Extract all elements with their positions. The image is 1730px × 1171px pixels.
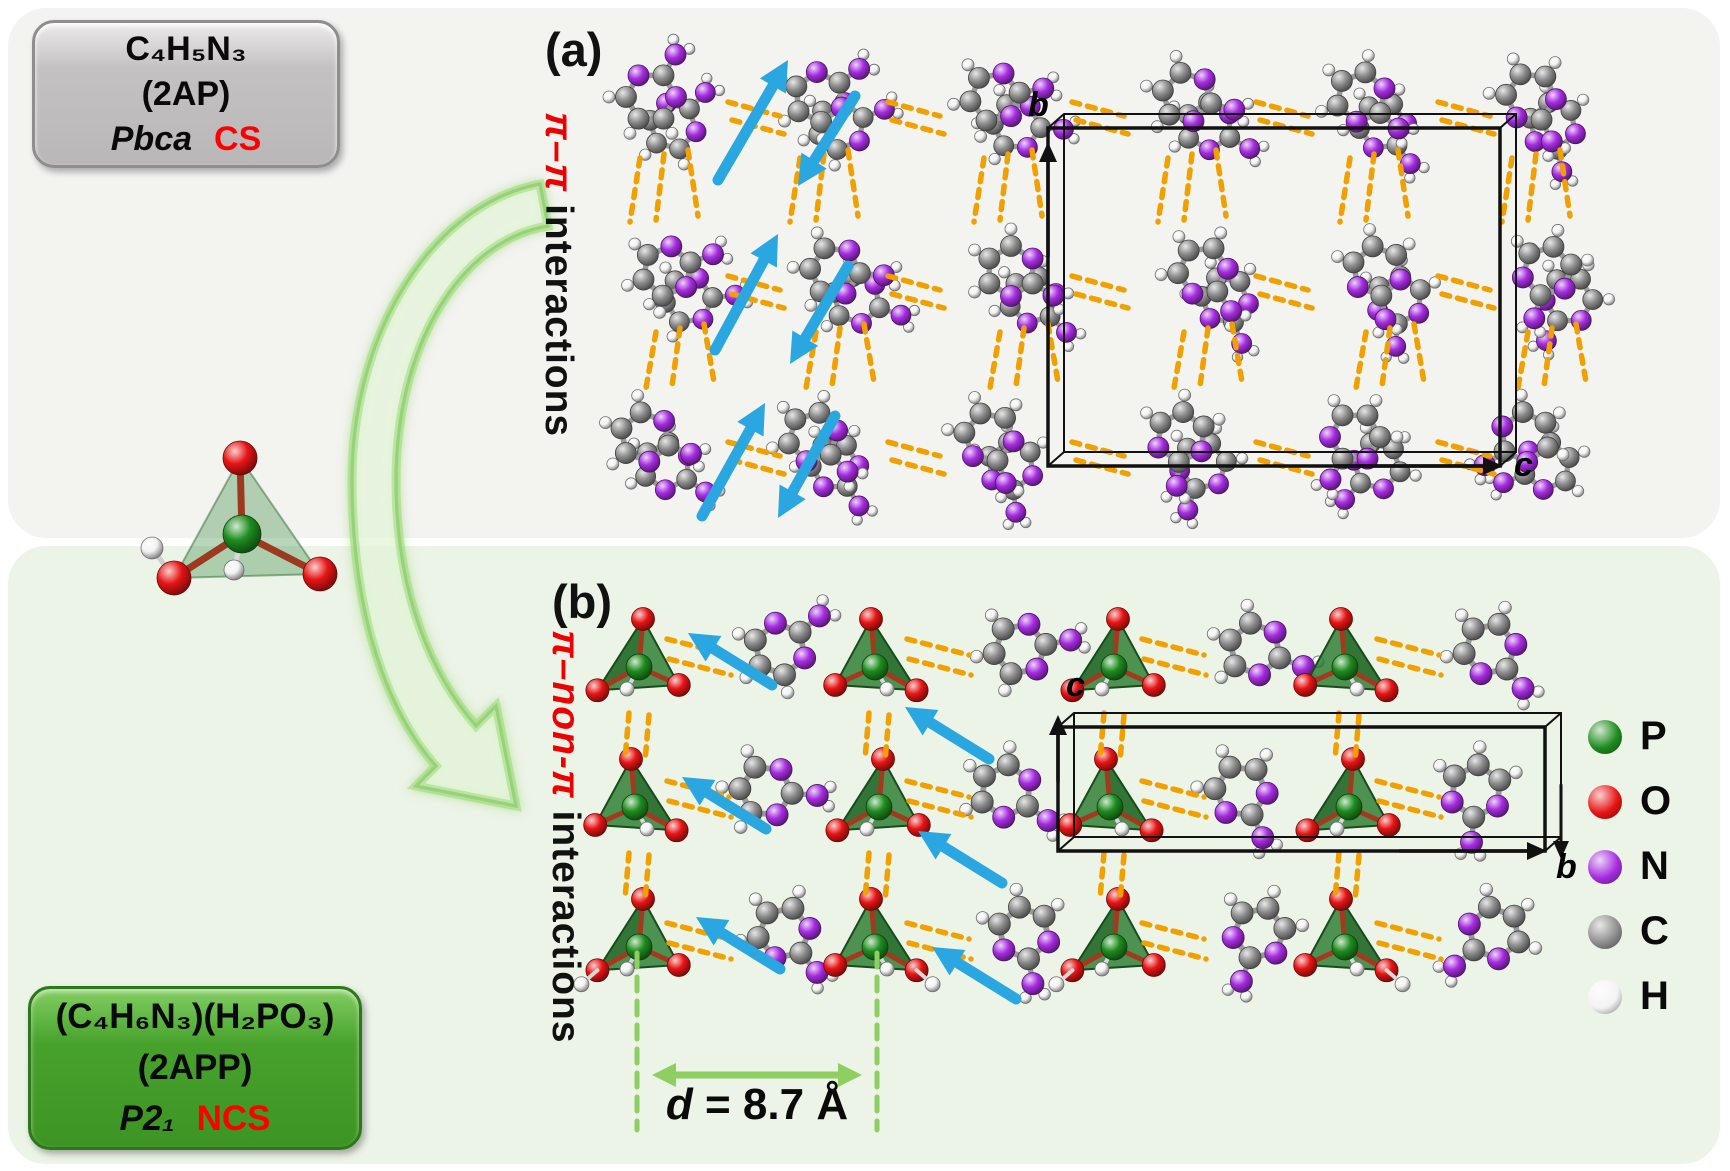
panel-a-crystal-structure <box>599 33 1615 531</box>
panel-a-label: (a) <box>545 23 603 76</box>
pi-non-pi-text: π–non-π <box>544 630 587 799</box>
legend-symbol: P <box>1640 714 1667 758</box>
legend-item-H: H <box>1588 964 1671 1029</box>
axis-label-b: b <box>1556 848 1577 886</box>
axis-label-c: c <box>1514 446 1533 484</box>
panel-b-label: (b) <box>552 575 613 628</box>
c-atom-icon <box>1588 914 1622 949</box>
legend-symbol: N <box>1640 844 1669 888</box>
compound-formula: C₄H₅N₃ <box>125 30 247 68</box>
h-atom-icon <box>1588 979 1622 1014</box>
legend-item-C: C <box>1588 899 1671 964</box>
compound-box-2app: (C₄H₆N₃)(H₂PO₃) (2APP) P2₁ NCS <box>28 986 362 1150</box>
legend-symbol: C <box>1640 909 1669 953</box>
axis-label-b: b <box>1028 86 1049 124</box>
compound-formula: (C₄H₆N₃)(H₂PO₃) <box>55 997 335 1036</box>
space-group: P2₁ <box>119 1099 175 1138</box>
panel-a-interaction-label: π–π interactions <box>537 112 580 438</box>
panel-b-interaction-label: π–non-π interactions <box>544 630 587 1044</box>
distance-annotation: d = 8.7 Å <box>665 1080 849 1129</box>
p-atom-icon <box>1588 719 1622 754</box>
compound-name: (2APP) <box>137 1048 253 1087</box>
legend-symbol: H <box>1640 974 1669 1018</box>
legend-item-P: P <box>1588 704 1671 769</box>
phosphite-molecule <box>140 440 338 596</box>
compound-name: (2AP) <box>141 75 231 113</box>
legend-symbol: O <box>1640 779 1672 823</box>
transformation-arrow <box>347 178 554 812</box>
compound-box-2ap: C₄H₅N₃ (2AP) Pbca CS <box>32 20 340 168</box>
space-group: Pbca <box>110 120 193 158</box>
pi-pi-text: π–π <box>537 112 580 193</box>
symmetry-tag: NCS <box>196 1099 271 1138</box>
compound-symmetry-line: P2₁ NCS <box>31 1093 359 1144</box>
compound-symmetry-line: Pbca CS <box>35 117 337 162</box>
axis-label-c: c <box>1066 666 1085 704</box>
panel-b-crystal-structure <box>573 594 1569 1133</box>
o-atom-icon <box>1588 784 1622 819</box>
legend-item-O: O <box>1588 769 1671 834</box>
symmetry-tag: CS <box>214 120 262 158</box>
n-atom-icon <box>1588 849 1622 884</box>
legend-item-N: N <box>1588 834 1671 899</box>
